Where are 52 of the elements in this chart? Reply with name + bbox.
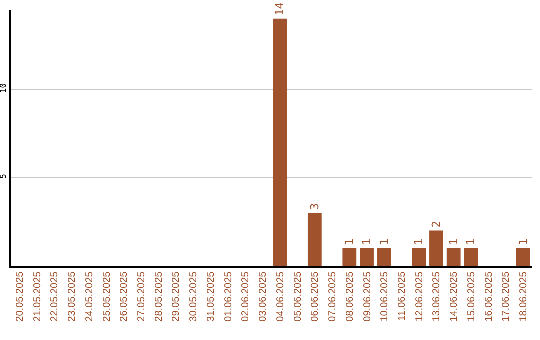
x-tick-label: 23.05.2025	[67, 271, 78, 322]
bar	[516, 248, 530, 266]
x-tick-label: 18.06.2025	[518, 271, 530, 322]
x-tick-label: 25.05.2025	[102, 271, 113, 322]
bar	[360, 248, 374, 266]
x-tick-label: 26.05.2025	[119, 271, 130, 322]
x-tick-label: 15.06.2025	[466, 271, 478, 322]
bar	[412, 248, 426, 266]
x-tick-label: 29.05.2025	[171, 271, 182, 322]
y-tick-label: 5	[0, 174, 8, 179]
data-label: 1	[412, 238, 426, 246]
x-tick-label: 28.05.2025	[154, 271, 165, 322]
x-tick-label: 04.06.2025	[275, 271, 286, 322]
x-tick-label: 07.06.2025	[328, 271, 339, 322]
x-tick-label: 14.06.2025	[449, 271, 460, 322]
x-tick-label: 24.05.2025	[84, 271, 96, 322]
x-tick-label: 30.05.2025	[188, 271, 200, 322]
x-tick-label: 22.05.2025	[50, 271, 61, 322]
data-label: 1	[343, 238, 356, 246]
x-tick-label: 03.06.2025	[258, 271, 270, 322]
data-label: 2	[430, 221, 443, 228]
data-label: 1	[360, 238, 374, 246]
bar	[446, 248, 461, 266]
bar	[377, 248, 392, 266]
y-tick-label: 10	[0, 83, 8, 94]
x-tick-label: 09.06.2025	[362, 271, 374, 322]
bar	[273, 18, 288, 266]
x-tick-label: 05.06.2025	[292, 271, 304, 322]
x-tick-label: 11.06.2025	[397, 271, 408, 322]
x-tick-label: 02.06.2025	[240, 271, 252, 322]
x-tick-label: 08.06.2025	[344, 271, 356, 322]
x-tick-label: 06.06.2025	[310, 271, 322, 322]
data-label: 14	[274, 2, 287, 16]
bar	[308, 213, 322, 266]
data-label: 1	[447, 238, 460, 246]
x-tick-label: 13.06.2025	[432, 271, 443, 322]
x-tick-label: 16.06.2025	[484, 271, 495, 322]
x-tick-label: 20.05.2025	[14, 271, 26, 322]
x-tick-label: 21.05.2025	[32, 271, 44, 322]
x-tick-label: 17.06.2025	[501, 271, 512, 322]
bar	[342, 248, 357, 266]
bar	[430, 230, 444, 266]
data-label: 3	[308, 203, 322, 210]
data-label: 1	[464, 238, 478, 246]
x-tick-label: 27.05.2025	[136, 271, 148, 322]
x-tick-label: 10.06.2025	[380, 271, 391, 322]
x-tick-label: 31.05.2025	[206, 271, 217, 322]
data-label: 1	[516, 238, 530, 246]
x-tick-label: 12.06.2025	[414, 271, 426, 322]
x-tick-label: 01.06.2025	[223, 271, 234, 322]
data-label: 1	[378, 238, 391, 246]
bar	[464, 248, 478, 266]
